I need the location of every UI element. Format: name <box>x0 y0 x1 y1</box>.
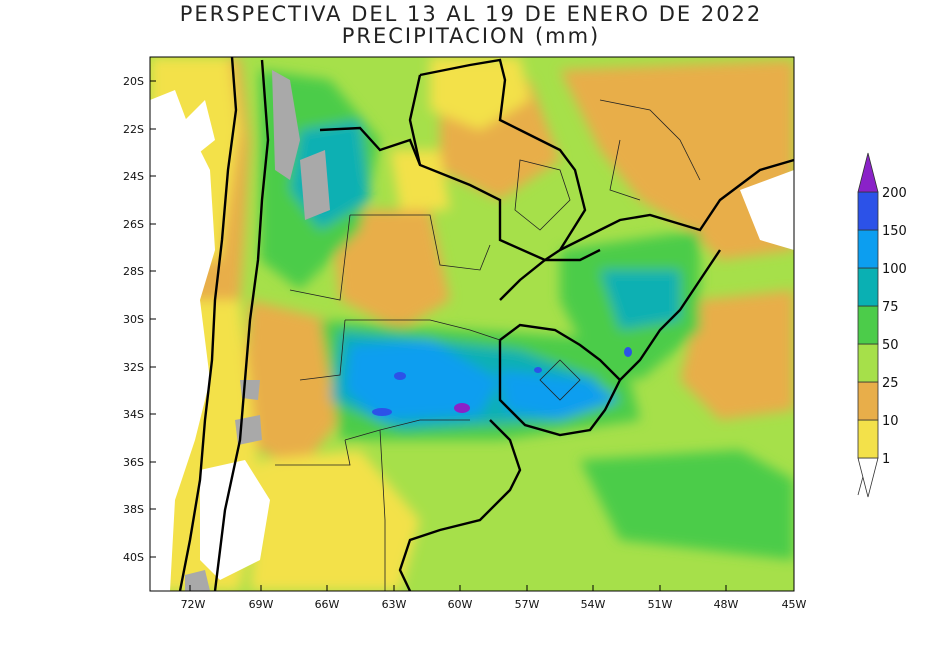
legend-label: 50 <box>882 338 899 353</box>
legend-swatch <box>857 191 879 231</box>
lat-label: 26S <box>123 218 144 231</box>
lon-label: 51W <box>648 598 673 611</box>
lat-label: 20S <box>123 75 144 88</box>
lat-label: 36S <box>123 456 144 469</box>
legend-swatch <box>857 305 879 345</box>
legend-label: 150 <box>882 224 907 239</box>
lat-label: 24S <box>123 170 144 183</box>
latitude-axis: 20S 22S 24S 26S 28S 30S 32S 34S 36S 38S … <box>123 75 156 564</box>
lat-label: 22S <box>123 123 144 136</box>
legend-swatch <box>857 343 879 383</box>
legend-swatch <box>857 381 879 421</box>
lon-label: 48W <box>714 598 739 611</box>
legend-label: 75 <box>882 300 899 315</box>
lon-label: 72W <box>181 598 206 611</box>
longitude-axis: 72W 69W 66W 63W 60W 57W 54W 51W 48W 45W <box>181 585 807 611</box>
lat-label: 28S <box>123 265 144 278</box>
legend-label: 10 <box>882 414 899 429</box>
map-title: PERSPECTIVA DEL 13 AL 19 DE ENERO DE 202… <box>179 2 763 26</box>
legend-swatch <box>857 457 879 498</box>
lat-label: 34S <box>123 408 144 421</box>
lat-label: 40S <box>123 551 144 564</box>
lon-label: 66W <box>315 598 340 611</box>
legend-swatch <box>857 267 879 307</box>
legend-labels: 1 10 25 50 75 100 150 200 <box>882 186 907 467</box>
map-frame <box>149 56 795 592</box>
map-subtitle: PRECIPITACION (mm) <box>341 24 601 48</box>
color-legend <box>857 152 879 498</box>
legend-swatch <box>857 152 879 193</box>
lat-label: 38S <box>123 503 144 516</box>
lon-label: 69W <box>249 598 274 611</box>
lon-label: 57W <box>515 598 540 611</box>
legend-label: 100 <box>882 262 907 277</box>
lat-label: 32S <box>123 361 144 374</box>
lat-label: 30S <box>123 313 144 326</box>
legend-label: 200 <box>882 186 907 201</box>
country-borders <box>178 57 794 591</box>
lon-label: 45W <box>782 598 807 611</box>
province-borders <box>275 99 701 591</box>
lon-label: 63W <box>382 598 407 611</box>
legend-swatch <box>857 419 879 459</box>
legend-swatch <box>857 229 879 269</box>
lon-label: 54W <box>581 598 606 611</box>
precipitation-field <box>150 57 794 591</box>
legend-label: 25 <box>882 376 899 391</box>
lon-label: 60W <box>448 598 473 611</box>
legend-label: 1 <box>882 452 890 467</box>
